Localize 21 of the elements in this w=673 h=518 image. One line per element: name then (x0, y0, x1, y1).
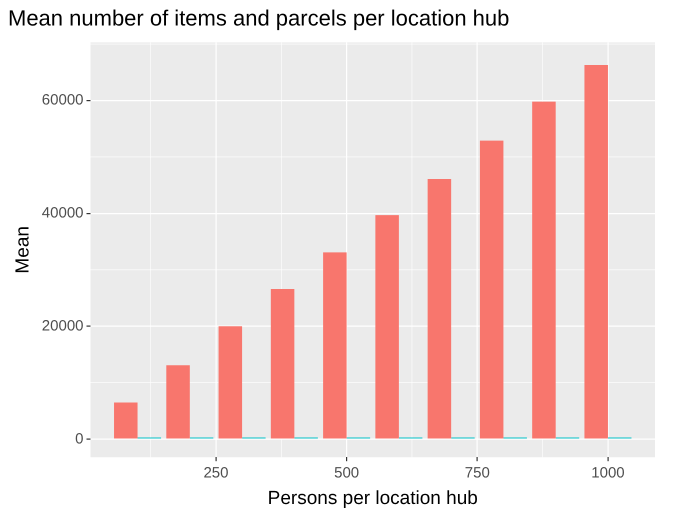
x-tick-label: 750 (464, 464, 490, 482)
y-tick-label: 0 (75, 430, 84, 448)
bar (532, 102, 556, 439)
y-tick-label: 20000 (42, 317, 84, 334)
bar (218, 326, 242, 439)
bar (166, 365, 190, 439)
x-tick-label: 250 (203, 464, 228, 482)
chart-title: Mean number of items and parcels per location hub (8, 5, 510, 30)
x-tick-label: 500 (334, 464, 360, 482)
bar (114, 402, 138, 439)
x-tick-label: 1000 (591, 464, 625, 482)
bar (584, 64, 608, 439)
x-axis-title: Persons per location hub (268, 488, 478, 509)
bar (375, 215, 399, 439)
y-tick-label: 60000 (42, 92, 84, 109)
bar (323, 252, 347, 439)
bar (428, 178, 452, 439)
bar (270, 289, 294, 439)
bar (480, 140, 504, 439)
y-axis-title: Mean (12, 226, 34, 274)
y-tick-label: 40000 (42, 204, 84, 222)
